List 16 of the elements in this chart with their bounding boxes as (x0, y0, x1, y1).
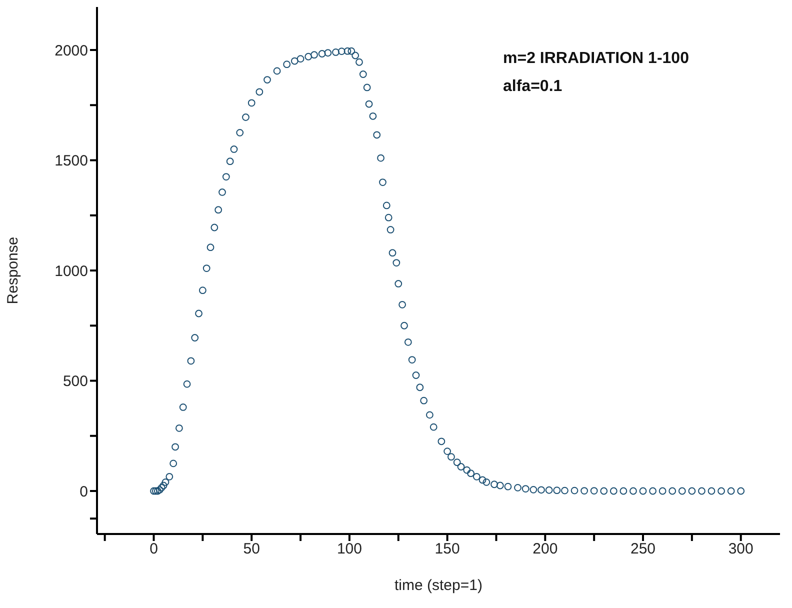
x-axis-title: time (step=1) (394, 577, 482, 594)
y-tick-label: 1000 (54, 262, 88, 280)
y-tick-label: 1500 (54, 152, 88, 170)
y-axis-title: Response (4, 236, 22, 304)
y-tick-label: 0 (80, 483, 88, 500)
annotation: m=2 IRRADIATION 1-100 (503, 50, 689, 68)
x-tick-label: 200 (532, 540, 558, 558)
x-tick-label: 100 (336, 540, 362, 558)
x-tick-label: 50 (243, 540, 260, 558)
annotation: alfa=0.1 (503, 78, 562, 96)
y-tick-label: 2000 (54, 42, 88, 60)
x-tick-label: 0 (150, 540, 158, 558)
x-tick-label: 150 (434, 540, 460, 558)
x-tick-label: 300 (728, 540, 754, 558)
x-tick-label: 250 (630, 540, 656, 558)
y-tick-label: 500 (62, 373, 88, 390)
